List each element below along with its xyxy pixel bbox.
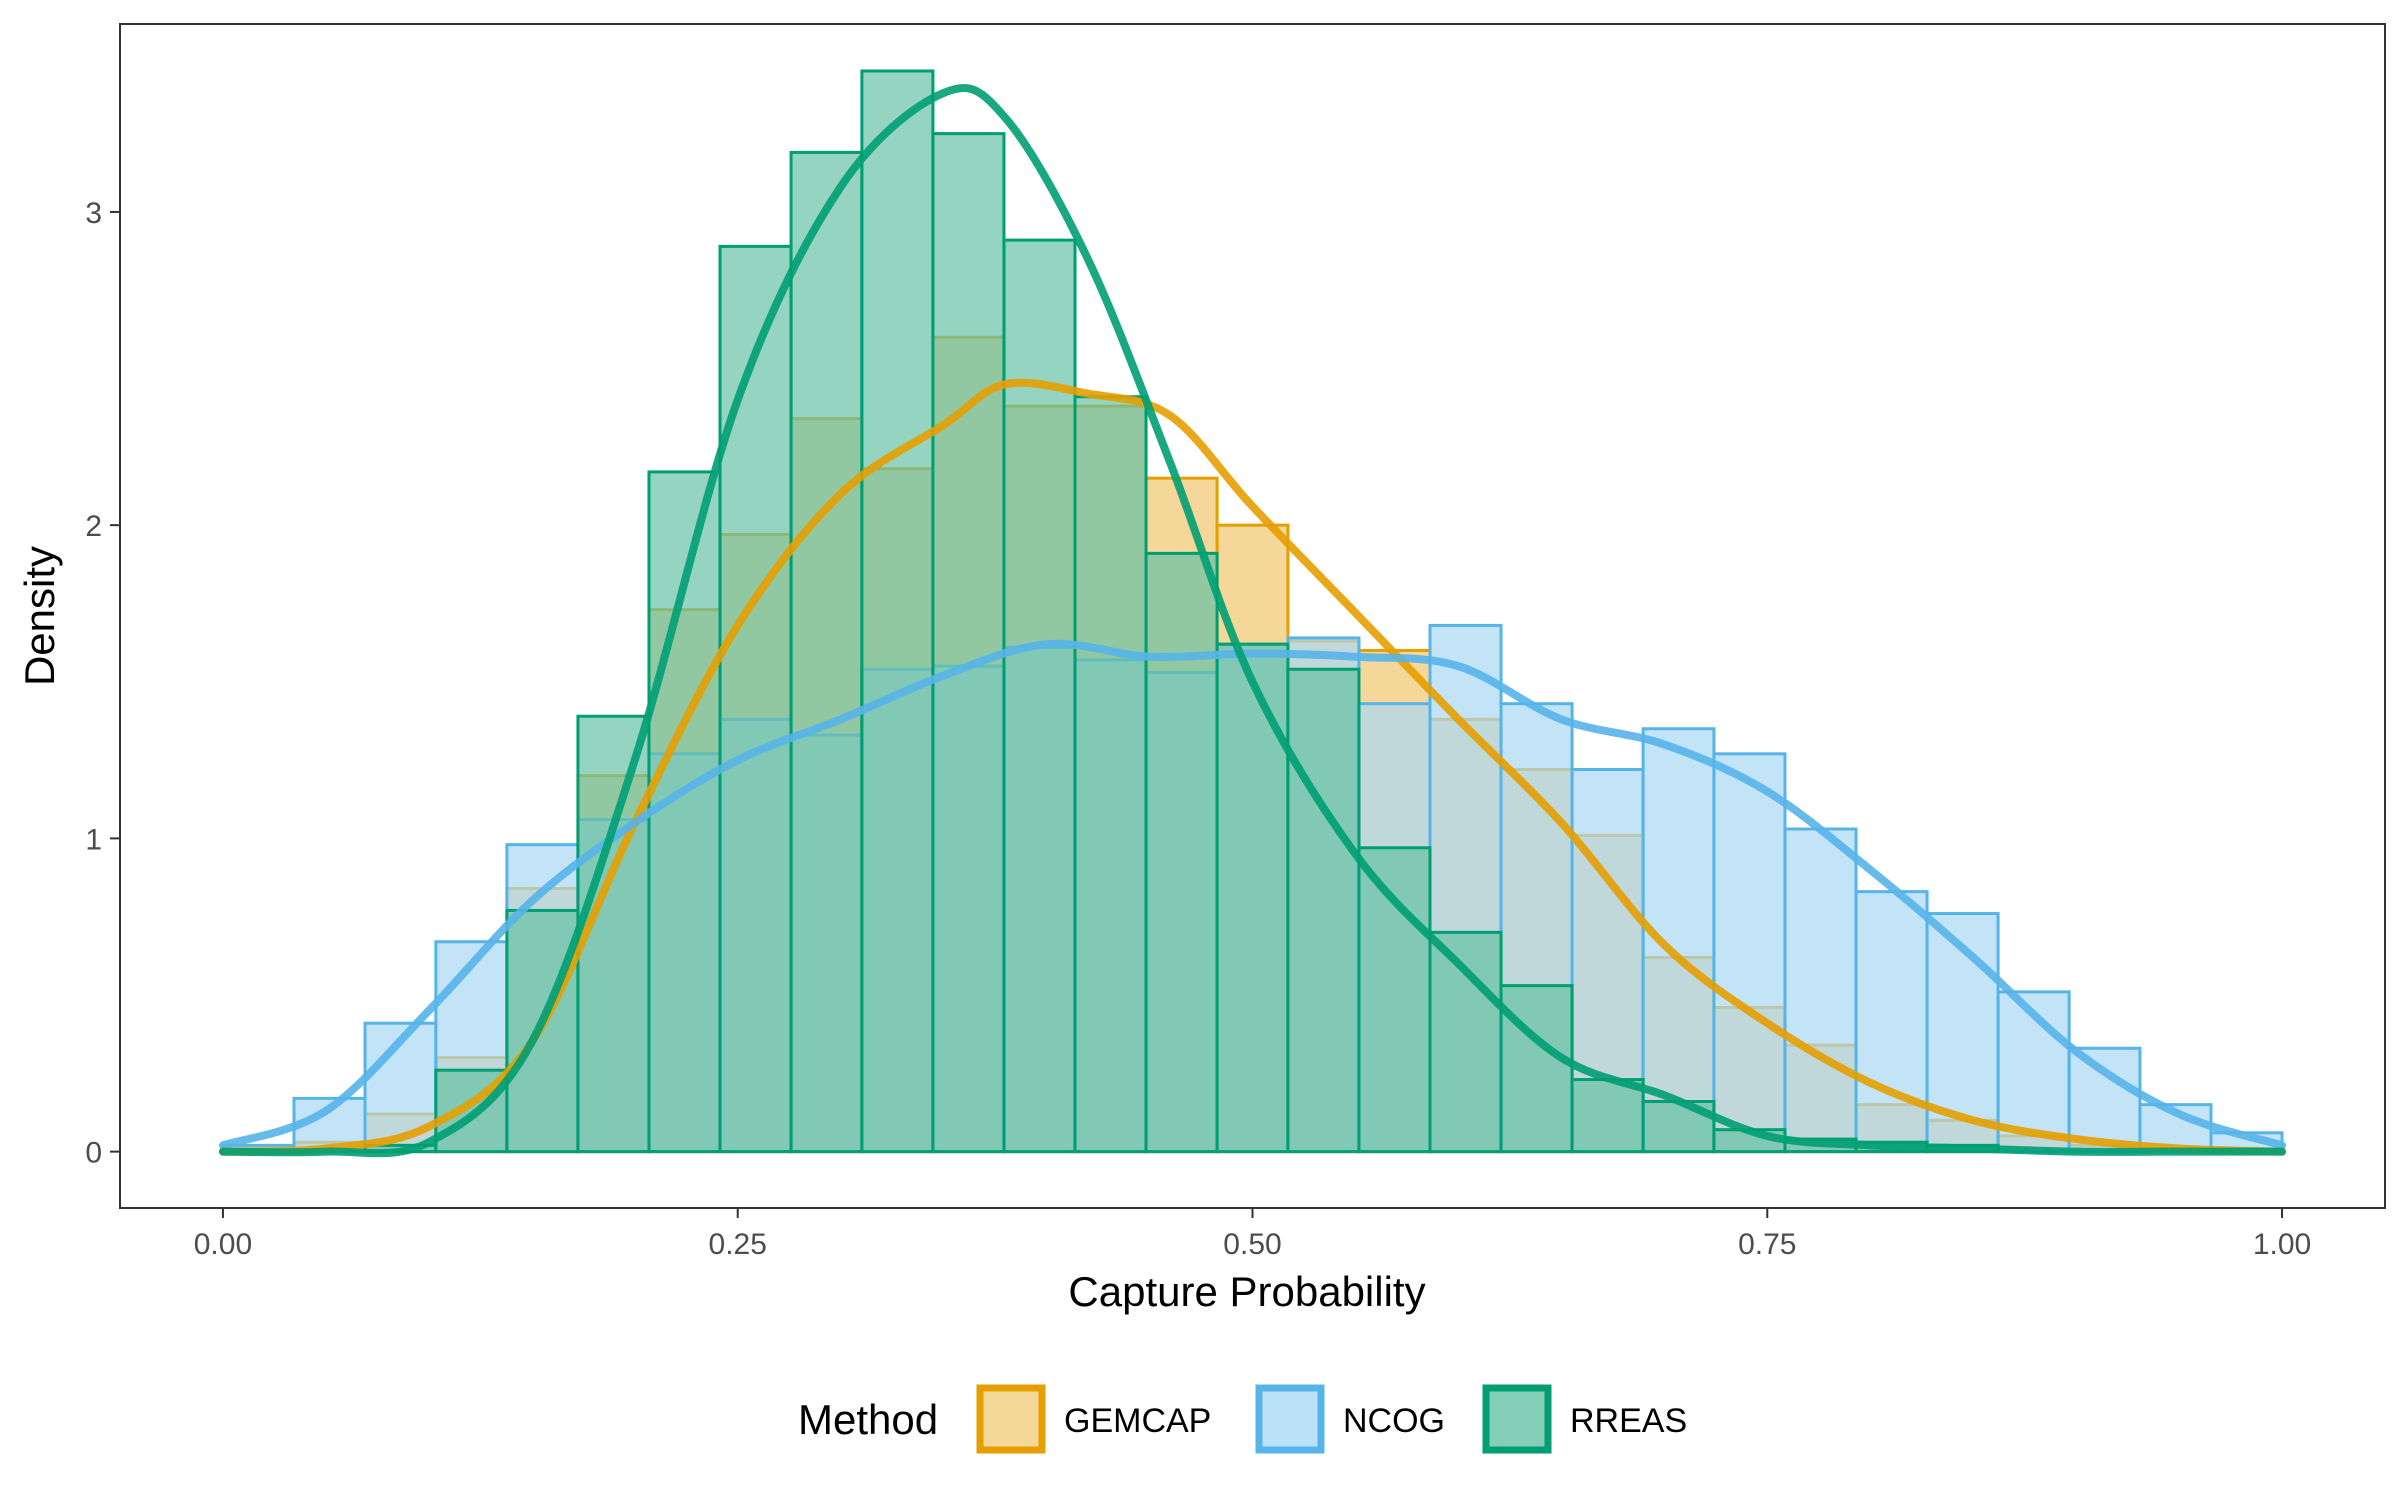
legend-title: Method bbox=[798, 1396, 938, 1443]
hist-bar-rreas bbox=[1073, 395, 1148, 1154]
x-tick-label: 1.00 bbox=[2253, 1228, 2311, 1261]
legend-label-ncog: NCOG bbox=[1343, 1402, 1445, 1440]
x-tick-label: 0.75 bbox=[1738, 1228, 1796, 1261]
hist-bar-ncog bbox=[1712, 752, 1787, 1154]
legend-label-rreas: RREAS bbox=[1570, 1402, 1687, 1440]
legend-item-ncog: NCOG bbox=[1255, 1384, 1445, 1454]
hist-bar-rreas bbox=[1002, 238, 1077, 1154]
y-axis: 0 1 2 3 bbox=[85, 197, 120, 1170]
y-tick-label: 2 bbox=[85, 510, 102, 543]
hist-bar-ncog bbox=[1854, 890, 1929, 1154]
y-tick-label: 1 bbox=[85, 823, 102, 856]
hist-bar-rreas bbox=[1357, 846, 1432, 1154]
legend-item-gemcap: GEMCAP bbox=[976, 1384, 1211, 1454]
y-tick-label: 0 bbox=[85, 1137, 102, 1170]
y-tick-label: 3 bbox=[85, 197, 102, 230]
hist-bar-rreas bbox=[718, 244, 793, 1154]
x-tick-label: 0.50 bbox=[1223, 1228, 1281, 1261]
y-axis-title: Density bbox=[16, 546, 63, 686]
hist-bar-ncog bbox=[1783, 827, 1858, 1154]
x-tick-label: 0.00 bbox=[194, 1228, 252, 1261]
legend-item-rreas: RREAS bbox=[1482, 1384, 1687, 1454]
hist-bar-rreas bbox=[860, 69, 935, 1154]
legend-key-ncog bbox=[1255, 1384, 1325, 1454]
hist-bar-rreas bbox=[789, 150, 864, 1154]
legend: Method GEMCAP NCOG RREAS bbox=[798, 1384, 1687, 1454]
hist-bar-rreas bbox=[1570, 1078, 1645, 1154]
hist-bar-rreas bbox=[1286, 667, 1361, 1154]
hist-bar-rreas bbox=[1144, 551, 1219, 1154]
legend-label-gemcap: GEMCAP bbox=[1064, 1402, 1211, 1440]
x-axis-title: Capture Probability bbox=[1068, 1268, 1425, 1315]
legend-key-rreas bbox=[1482, 1384, 1552, 1454]
hist-bar-rreas bbox=[1499, 984, 1574, 1154]
x-tick-label: 0.25 bbox=[709, 1228, 767, 1261]
plot-area bbox=[218, 69, 2287, 1158]
x-axis: 0.00 0.25 0.50 0.75 1.00 bbox=[194, 1208, 2311, 1261]
hist-bar-ncog bbox=[2067, 1046, 2142, 1154]
density-line-ncog bbox=[218, 639, 2287, 1150]
density-line-gemcap bbox=[218, 378, 2287, 1156]
density-line-rreas bbox=[218, 84, 2287, 1158]
legend-key-gemcap bbox=[976, 1384, 1046, 1454]
hist-bar-rreas bbox=[1215, 642, 1290, 1154]
hist-rreas bbox=[363, 69, 2000, 1154]
hist-bar-rreas bbox=[931, 132, 1006, 1154]
